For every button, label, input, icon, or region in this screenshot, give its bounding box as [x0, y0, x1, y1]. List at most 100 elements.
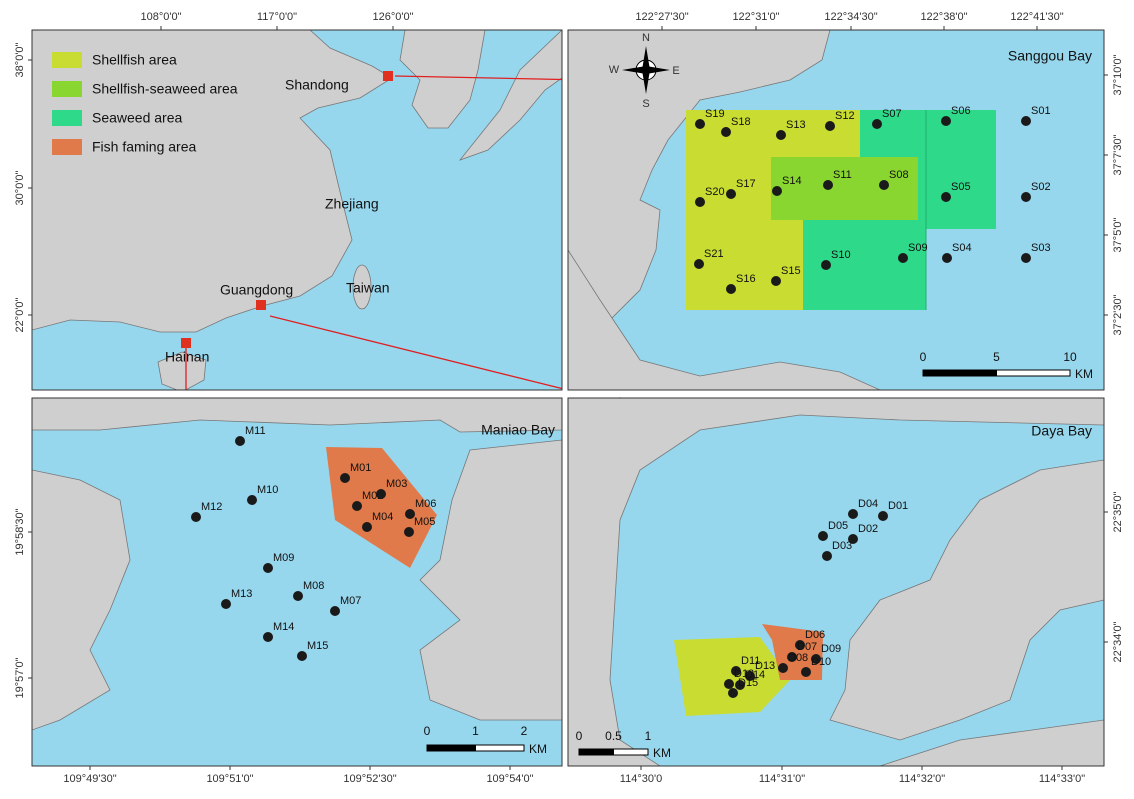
station: [822, 551, 832, 561]
tick-label: 37°5'0": [1112, 217, 1124, 252]
station: [694, 259, 704, 269]
coast: [568, 249, 881, 390]
station: [787, 652, 797, 662]
station-label: D01: [888, 500, 908, 512]
place-label: Shandong: [285, 77, 349, 93]
station: [405, 509, 415, 519]
tick-label: 30°0'0": [14, 170, 26, 205]
tick-label: 114°33'0": [1039, 773, 1085, 785]
station-label: D09: [821, 643, 841, 655]
scale-label: 0.5: [605, 729, 622, 743]
maniao-panel: [32, 398, 562, 766]
tick-label: 19°57'0": [14, 657, 26, 698]
station: [771, 276, 781, 286]
korea: [399, 30, 486, 129]
panel-frame: [567, 29, 1105, 391]
station: [263, 563, 273, 573]
compass-label: W: [609, 64, 620, 76]
station-label: M07: [340, 595, 361, 607]
station: [879, 180, 889, 190]
station-label: D03: [832, 540, 852, 552]
scale-bar: [613, 748, 649, 756]
station: [941, 116, 951, 126]
site-marker: [383, 71, 393, 81]
station: [735, 680, 745, 690]
station-label: D14: [745, 669, 765, 681]
station: [362, 522, 372, 532]
tick-label: 109°51'0": [206, 773, 253, 785]
seaweed-area: [803, 110, 996, 310]
station-label: S02: [1031, 181, 1051, 193]
place-label: Hainan: [165, 349, 209, 365]
station-label: M05: [414, 516, 435, 528]
scale-label: 2: [521, 724, 528, 738]
scale-bar: [578, 748, 614, 756]
station: [941, 192, 951, 202]
station: [821, 260, 831, 270]
station-label: S11: [833, 169, 852, 181]
hainan-island: [157, 351, 207, 390]
station: [795, 640, 805, 650]
station: [221, 599, 231, 609]
station-label: M04: [372, 511, 393, 523]
tick-label: 108°0'0": [141, 11, 182, 23]
station: [1021, 253, 1031, 263]
station: [848, 534, 858, 544]
panel-title: Daya Bay: [1031, 423, 1092, 439]
station: [340, 473, 350, 483]
station-label: S14: [782, 175, 802, 187]
tick-label: 109°52'30": [343, 773, 396, 785]
coast: [829, 459, 1104, 741]
station-label: D15: [738, 677, 758, 689]
station-label: D13: [755, 660, 775, 672]
tick-label: 37°7'30": [1112, 134, 1124, 175]
tick-label: 114°32'0": [899, 773, 945, 785]
station: [724, 679, 734, 689]
panel-title: Sanggou Bay: [1008, 48, 1092, 64]
station: [801, 667, 811, 677]
taiwan-island: [352, 264, 372, 310]
scale-label: 0: [424, 724, 431, 738]
station-label: M11: [245, 425, 266, 437]
station: [293, 591, 303, 601]
overview-panel: [32, 30, 562, 390]
station-label: S09: [908, 242, 928, 254]
compass: [622, 66, 670, 74]
fish-area: [762, 624, 823, 680]
compass-label: S: [642, 98, 649, 110]
station: [297, 651, 307, 661]
station-label: M10: [257, 484, 278, 496]
station: [330, 606, 340, 616]
scale-bar: [996, 369, 1071, 377]
legend-swatch: [52, 81, 82, 97]
tick-label: 38°0'0": [14, 42, 26, 77]
daya-panel: [568, 398, 1104, 766]
legend-swatch: [52, 110, 82, 126]
station: [263, 632, 273, 642]
tick-label: 19°58'30": [14, 508, 26, 555]
tick-label: 114°31'0": [759, 773, 805, 785]
station: [731, 666, 741, 676]
place-label: Guangdong: [220, 282, 293, 298]
station-label: M03: [386, 478, 407, 490]
arrow: [269, 315, 562, 390]
station-label: S12: [835, 110, 855, 122]
scale-bar: [475, 744, 525, 752]
legend-label: Fish faming area: [92, 139, 196, 155]
station-label: S16: [736, 273, 756, 285]
station-label: D07: [797, 641, 817, 653]
scale-bar: [922, 369, 997, 377]
legend-label: Shellfish-seaweed area: [92, 81, 238, 97]
site-marker: [256, 300, 266, 310]
station-label: S18: [731, 116, 751, 128]
panel-frame: [31, 29, 563, 391]
scale-unit: KM: [529, 742, 547, 756]
place-label: Taiwan: [346, 280, 390, 296]
station: [1021, 192, 1031, 202]
scale-label: 1: [472, 724, 479, 738]
station: [825, 121, 835, 131]
station: [898, 253, 908, 263]
station-label: M09: [273, 552, 294, 564]
station-label: S10: [831, 249, 851, 261]
station-label: S15: [781, 265, 801, 277]
